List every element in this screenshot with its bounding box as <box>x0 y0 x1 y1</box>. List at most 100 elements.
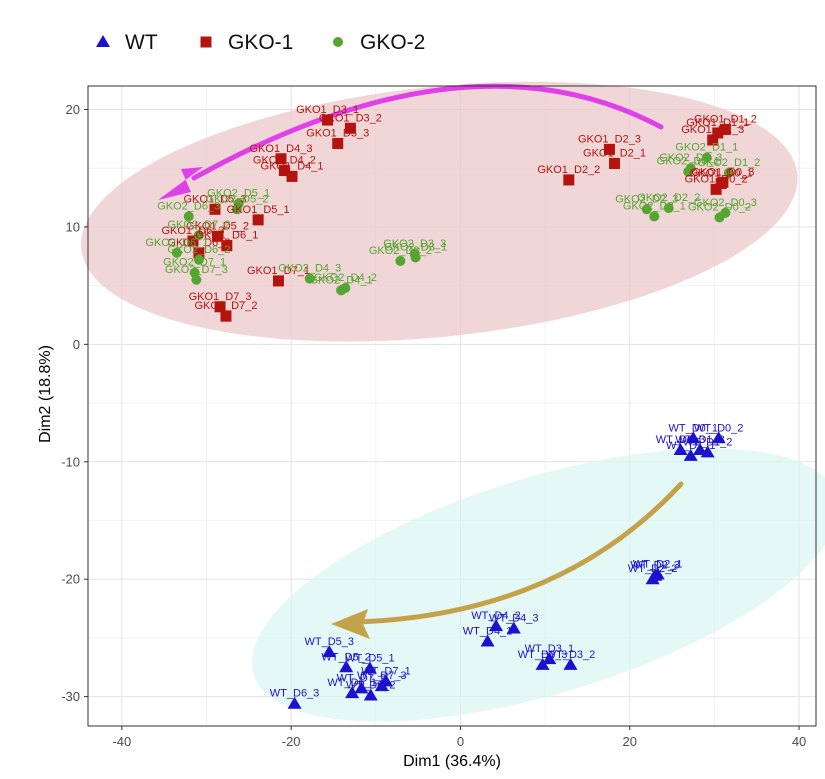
point-label: GKO1_D4_1 <box>261 160 324 172</box>
point-label: GKO2_D6_2 <box>167 244 230 256</box>
point-label: WT_D5_2 <box>321 651 371 663</box>
gko-2-point <box>641 204 652 215</box>
point-label: GKO1_D5_3 <box>183 193 246 205</box>
point-label: WT_D4_2 <box>471 610 521 622</box>
gko-1-point <box>609 158 621 170</box>
wt-point <box>489 619 504 632</box>
point-label: GKO2_D0_1 <box>657 156 720 168</box>
wt-arrowhead <box>331 609 370 639</box>
wt-point <box>374 679 389 692</box>
gko-1-point <box>563 174 575 186</box>
point-label: GKO1_D2_1 <box>583 148 646 160</box>
point-label: GKO1_D0_1 <box>690 167 753 179</box>
gko-1-point <box>193 247 205 259</box>
point-label: WT_D2_2 <box>628 563 678 575</box>
gko-1-point <box>344 122 356 134</box>
point-label: WT_D0_3 <box>656 434 706 446</box>
gko-1-point <box>710 183 722 195</box>
point-label: GKO1_D0_3 <box>691 166 754 178</box>
point-label: WT_D5_3 <box>304 636 354 648</box>
wt-point <box>506 621 521 634</box>
gko-1-point <box>220 310 232 322</box>
gko-1-point <box>712 127 724 139</box>
gko-2-point <box>191 274 202 285</box>
point-label: GKO2_D5_1 <box>207 187 270 199</box>
y-tick-label: -20 <box>61 572 80 587</box>
legend: WT GKO-1 GKO-2 <box>96 31 425 54</box>
point-label: GKO1_D3_2 <box>319 112 382 124</box>
gko-2-point <box>183 211 194 222</box>
x-tick-label: -40 <box>112 734 131 749</box>
gko-2-point <box>720 207 731 218</box>
wt-point <box>363 688 378 701</box>
gko-1-point <box>603 143 615 155</box>
gko-1-point <box>707 134 719 146</box>
point-label: GKO2_D0_2 <box>688 202 751 214</box>
point-label: WT_D4_3 <box>489 613 539 625</box>
wt-cluster-ellipse <box>251 448 825 722</box>
point-label: GKO2_D0_3 <box>694 197 757 209</box>
gko-1-point <box>212 230 224 242</box>
gko-2-point <box>723 167 734 178</box>
gko-1-point <box>272 275 284 287</box>
x-axis-title: Dim1 (36.4%) <box>403 753 501 770</box>
legend-label: GKO-2 <box>360 31 425 54</box>
legend-item-gko-1: GKO-1 <box>200 31 293 54</box>
wt-point <box>563 657 578 670</box>
wt-point <box>535 657 550 670</box>
y-tick-label: 10 <box>66 219 80 234</box>
point-label: GKO1_D2_2 <box>537 164 600 176</box>
point-label: WT_D2_1 <box>633 559 683 571</box>
point-label: GKO2_D7_3 <box>165 264 228 276</box>
y-axis-title: Dim2 (18.8%) <box>37 345 54 443</box>
point-label: GKO2_D1_3 <box>659 152 722 164</box>
point-label: WT_D7_1 <box>361 665 411 677</box>
gko-2-point <box>340 282 351 293</box>
wt-point <box>542 652 557 665</box>
gko-2-point <box>193 254 204 265</box>
y-tick-label: 20 <box>66 102 80 117</box>
gko-1-point <box>214 301 226 313</box>
point-label: WT_D5_1 <box>345 652 395 664</box>
point-label: GKO1_D3_1 <box>296 104 359 116</box>
gko-1-point <box>221 240 233 252</box>
point-label: WT_D2_3 <box>630 560 680 572</box>
point-label: GKO2_D4_1 <box>310 274 373 286</box>
point-label: GKO2_D6_3 <box>157 200 220 212</box>
point-label: GKO2_D2_2 <box>637 192 700 204</box>
wt-point <box>648 568 663 581</box>
point-label: GKO2_D7_1 <box>163 257 226 269</box>
gko-1-point <box>322 114 334 126</box>
gko-1-point <box>209 203 221 215</box>
gko-2-point <box>171 247 182 258</box>
gko-1-point <box>719 123 731 135</box>
data-points <box>171 114 734 709</box>
point-label: GKO1_D1_2 <box>694 113 757 125</box>
point-label: WT_D1_2 <box>683 436 733 448</box>
gko-2-point <box>649 211 660 222</box>
point-label: GKO1_D6_1 <box>195 230 258 242</box>
gko-2-point <box>395 255 406 266</box>
x-tick-label: -20 <box>282 734 301 749</box>
wt-point <box>345 686 360 699</box>
point-label: WT_D3_2 <box>546 649 596 661</box>
trajectory-arrows <box>158 83 684 639</box>
point-labels: WT_D0_1WT_D0_2WT_D0_3WT_D1_1WT_D1_2WT_D1… <box>145 104 760 700</box>
wt-point <box>287 696 302 709</box>
gko-1-point <box>332 138 344 150</box>
point-label: GKO1_D2_3 <box>578 133 641 145</box>
point-label: GKO1_D6_3 <box>161 225 224 237</box>
y-tick-label: -30 <box>61 689 80 704</box>
gko-2-point <box>231 204 242 215</box>
point-label: GKO2_D3_2 <box>369 245 432 257</box>
legend-square-icon <box>200 36 212 48</box>
point-label: WT_D6_1 <box>327 677 377 689</box>
point-label: GKO2_D7_2 <box>167 219 230 231</box>
legend-item-wt: WT <box>96 31 158 54</box>
point-label: GKO2_D1_1 <box>675 142 738 154</box>
point-label: GKO2_D3_1 <box>384 241 447 253</box>
point-label: GKO1_D7_3 <box>189 291 252 303</box>
gko-2-point <box>193 230 204 241</box>
y-tick-label: 0 <box>73 337 80 352</box>
point-label: GKO2_D2_1 <box>623 200 686 212</box>
